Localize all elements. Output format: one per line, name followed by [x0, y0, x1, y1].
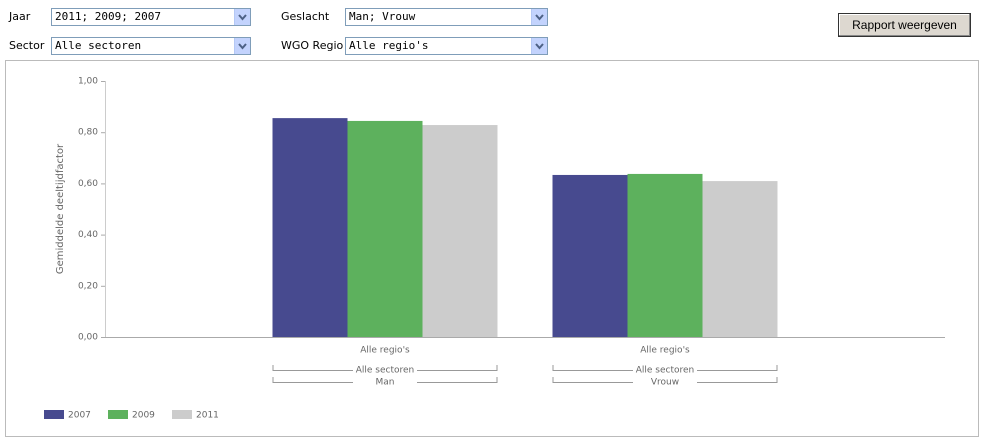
dropdown[interactable]: 2011; 2009; 2007	[51, 8, 251, 26]
bar	[552, 174, 628, 337]
dropdown-arrow[interactable]	[234, 9, 250, 25]
y-tick-label: 0,40	[78, 230, 98, 240]
x-category-label: Alle regio's	[640, 346, 690, 356]
y-tick-label: 0,20	[78, 281, 98, 291]
bar	[347, 120, 423, 337]
legend-label: 2009	[132, 411, 155, 421]
arrow-icon	[535, 14, 544, 21]
dropdown[interactable]: Alle sectoren	[51, 37, 251, 55]
dropdown-value: Man; Vrouw	[349, 10, 416, 23]
field-label: Jaar	[9, 10, 31, 23]
dropdown-value: 2011; 2009; 2007	[55, 10, 161, 23]
field-label: Sector	[9, 39, 45, 52]
arrow-icon	[535, 43, 544, 50]
bracket-label-bg	[353, 365, 417, 375]
legend-swatch	[44, 410, 64, 419]
y-tick-label: 1,00	[78, 77, 98, 87]
y-tick-label: 0,60	[78, 179, 98, 189]
x-category-label: Vrouw	[651, 378, 679, 388]
bar	[272, 118, 348, 338]
bracket-label-bg	[353, 377, 417, 387]
field-label: WGO Regio	[281, 39, 344, 52]
x-category-label: Man	[376, 378, 395, 388]
bar	[702, 181, 778, 337]
dropdown[interactable]: Man; Vrouw	[345, 8, 548, 26]
bracket-label-bg	[633, 377, 697, 387]
legend-label: 2011	[196, 411, 219, 421]
dropdown-arrow[interactable]	[234, 38, 250, 54]
bar	[627, 173, 703, 337]
arrow-icon	[238, 14, 247, 21]
submit-button[interactable]: Rapport weergeven	[838, 13, 971, 37]
y-tick-label: 0,00	[78, 333, 98, 343]
dropdown[interactable]: Alle regio's	[345, 37, 548, 55]
x-category-label: Alle sectoren	[356, 366, 415, 376]
x-category-label: Alle sectoren	[636, 366, 695, 376]
bar	[422, 125, 498, 337]
dropdown-value: Alle regio's	[349, 39, 429, 52]
y-tick-label: 0,80	[78, 128, 98, 138]
arrow-icon	[238, 43, 247, 50]
legend-swatch	[172, 410, 192, 419]
dropdown-arrow[interactable]	[531, 38, 547, 54]
x-category-label: Alle regio's	[360, 346, 410, 356]
chart-frame	[5, 60, 979, 437]
field-label: Geslacht	[281, 10, 330, 23]
legend-label: 2007	[68, 411, 91, 421]
dropdown-value: Alle sectoren	[55, 39, 142, 52]
bracket-label-bg	[633, 365, 697, 375]
y-axis-title: Gemiddelde deeltijdfactor	[55, 143, 66, 274]
legend-swatch	[108, 410, 128, 419]
dropdown-arrow[interactable]	[531, 9, 547, 25]
